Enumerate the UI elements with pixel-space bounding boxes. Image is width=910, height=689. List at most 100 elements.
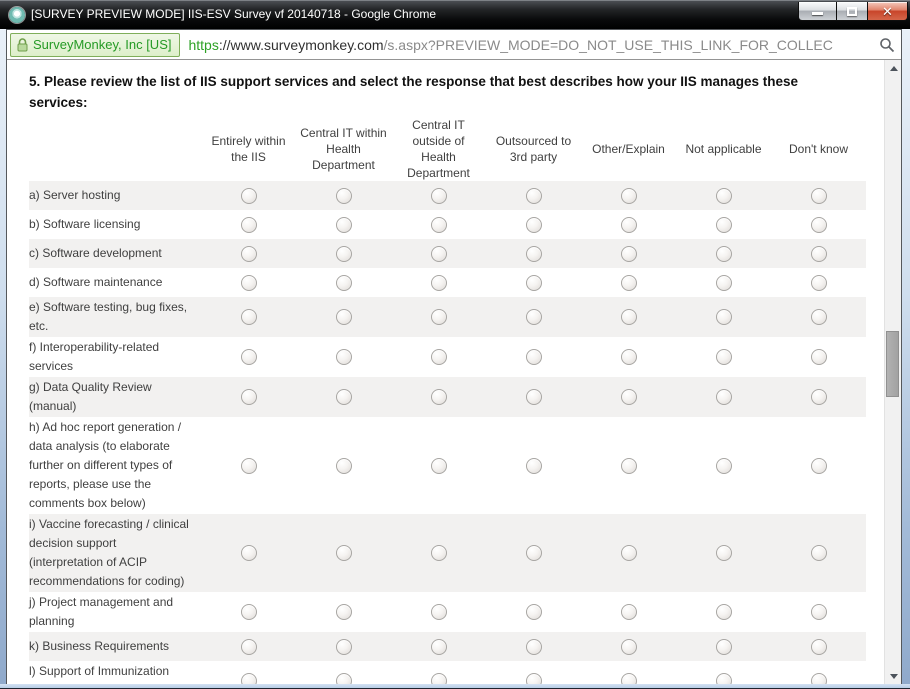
radio-button[interactable] — [620, 457, 637, 474]
radio-button[interactable] — [620, 638, 637, 655]
radio-button[interactable] — [620, 309, 637, 325]
radio-button[interactable] — [620, 187, 637, 204]
radio-button[interactable] — [430, 638, 447, 655]
radio-button[interactable] — [430, 389, 447, 405]
radio-button[interactable] — [525, 245, 542, 262]
radio-button[interactable] — [715, 604, 732, 620]
scrollbar-up-button[interactable] — [885, 60, 901, 76]
radio-button[interactable] — [525, 389, 542, 405]
radio-button[interactable] — [525, 638, 542, 655]
radio-button[interactable] — [335, 457, 352, 474]
scrollbar-thumb[interactable] — [886, 331, 899, 397]
radio-button[interactable] — [430, 309, 447, 325]
radio-button[interactable] — [525, 309, 542, 325]
radio-button[interactable] — [430, 457, 447, 474]
search-icon[interactable] — [879, 37, 895, 53]
radio-button[interactable] — [620, 216, 637, 233]
radio-button[interactable] — [430, 216, 447, 233]
radio-button[interactable] — [240, 274, 257, 291]
radio-button[interactable] — [715, 545, 732, 561]
radio-button[interactable] — [335, 389, 352, 405]
address-bar-url[interactable]: https://www.surveymonkey.com/s.aspx?PREV… — [188, 37, 875, 53]
radio-button[interactable] — [715, 673, 732, 684]
radio-button[interactable] — [525, 457, 542, 474]
radio-button[interactable] — [715, 245, 732, 262]
radio-button[interactable] — [810, 604, 827, 620]
radio-button[interactable] — [240, 604, 257, 620]
radio-button[interactable] — [240, 673, 257, 684]
radio-button[interactable] — [430, 187, 447, 204]
radio-button[interactable] — [810, 457, 827, 474]
radio-button[interactable] — [335, 309, 352, 325]
ev-certificate-badge[interactable]: SurveyMonkey, Inc [US] — [10, 32, 181, 57]
radio-button[interactable] — [335, 638, 352, 655]
radio-button[interactable] — [525, 673, 542, 684]
radio-button[interactable] — [335, 545, 352, 561]
radio-cell — [486, 274, 581, 291]
radio-button[interactable] — [620, 673, 637, 684]
radio-button[interactable] — [620, 349, 637, 365]
radio-button[interactable] — [335, 274, 352, 291]
radio-button[interactable] — [525, 216, 542, 233]
radio-button[interactable] — [525, 545, 542, 561]
radio-button[interactable] — [430, 604, 447, 620]
radio-button[interactable] — [525, 604, 542, 620]
radio-cell — [486, 309, 581, 325]
radio-button[interactable] — [715, 216, 732, 233]
minimize-button[interactable] — [798, 2, 837, 21]
radio-button[interactable] — [525, 187, 542, 204]
radio-button[interactable] — [715, 274, 732, 291]
radio-button[interactable] — [240, 389, 257, 405]
radio-button[interactable] — [715, 389, 732, 405]
radio-button[interactable] — [240, 187, 257, 204]
radio-button[interactable] — [715, 187, 732, 204]
radio-button[interactable] — [810, 389, 827, 405]
radio-button[interactable] — [335, 604, 352, 620]
radio-button[interactable] — [240, 457, 257, 474]
radio-button[interactable] — [715, 638, 732, 655]
radio-button[interactable] — [335, 245, 352, 262]
radio-button[interactable] — [810, 187, 827, 204]
radio-button[interactable] — [335, 349, 352, 365]
radio-button[interactable] — [430, 274, 447, 291]
radio-button[interactable] — [240, 638, 257, 655]
radio-button[interactable] — [240, 545, 257, 561]
radio-button[interactable] — [620, 604, 637, 620]
radio-button[interactable] — [810, 245, 827, 262]
radio-button[interactable] — [240, 349, 257, 365]
vertical-scrollbar[interactable] — [884, 60, 901, 684]
radio-button[interactable] — [240, 216, 257, 233]
radio-button[interactable] — [810, 216, 827, 233]
maximize-button[interactable] — [837, 2, 867, 21]
radio-button[interactable] — [810, 673, 827, 684]
radio-cell — [201, 274, 296, 291]
radio-button[interactable] — [525, 274, 542, 291]
radio-button[interactable] — [430, 673, 447, 684]
radio-button[interactable] — [430, 349, 447, 365]
radio-button[interactable] — [715, 349, 732, 365]
radio-button[interactable] — [810, 545, 827, 561]
radio-button[interactable] — [335, 187, 352, 204]
radio-button[interactable] — [240, 245, 257, 262]
radio-button[interactable] — [525, 349, 542, 365]
radio-button[interactable] — [810, 349, 827, 365]
radio-button[interactable] — [240, 309, 257, 325]
radio-button[interactable] — [715, 309, 732, 325]
scrollbar-down-button[interactable] — [885, 668, 901, 684]
radio-button[interactable] — [810, 274, 827, 291]
radio-button[interactable] — [620, 274, 637, 291]
close-button[interactable]: ✕ — [867, 2, 908, 21]
radio-button[interactable] — [810, 638, 827, 655]
radio-button[interactable] — [620, 545, 637, 561]
minimize-icon — [812, 12, 823, 15]
radio-button[interactable] — [715, 457, 732, 474]
radio-button[interactable] — [620, 245, 637, 262]
radio-button[interactable] — [335, 216, 352, 233]
radio-button[interactable] — [430, 545, 447, 561]
radio-button[interactable] — [430, 245, 447, 262]
radio-button[interactable] — [810, 309, 827, 325]
title-bar[interactable]: [SURVEY PREVIEW MODE] IIS-ESV Survey vf … — [0, 0, 910, 29]
radio-button[interactable] — [620, 389, 637, 405]
radio-button[interactable] — [335, 673, 352, 684]
